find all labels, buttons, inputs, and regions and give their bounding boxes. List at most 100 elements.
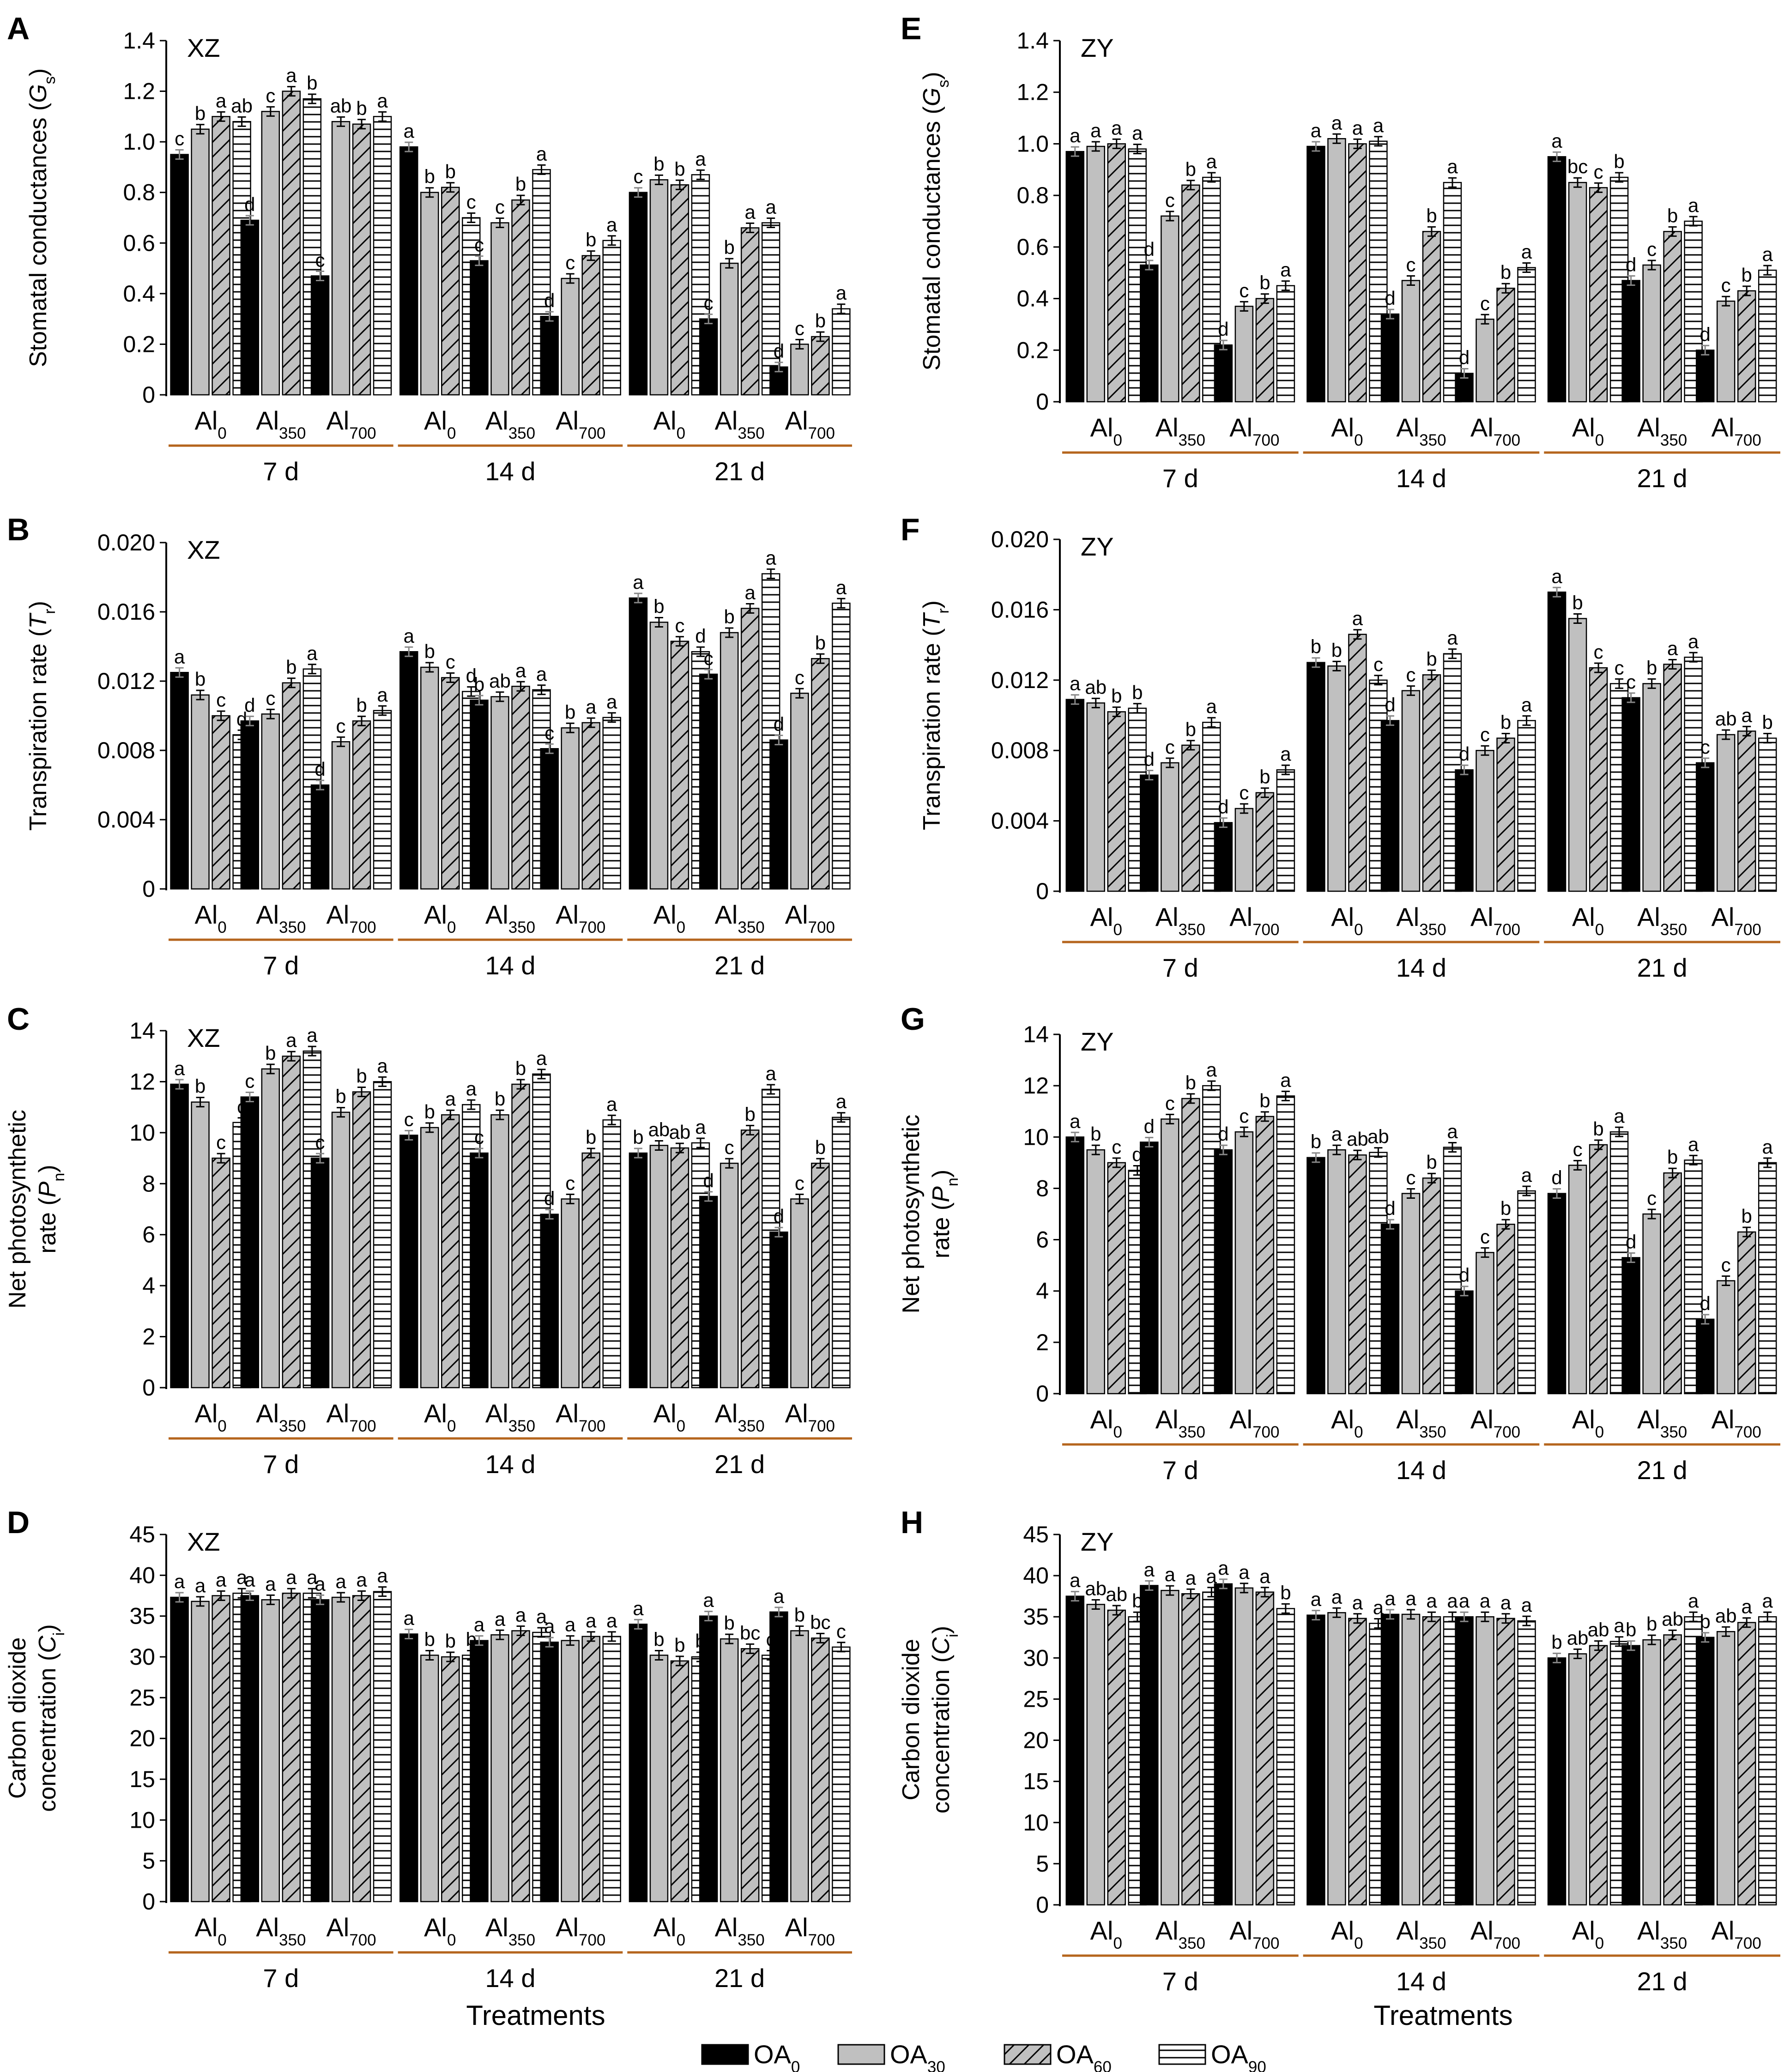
panel-letter: F xyxy=(901,512,920,547)
bar xyxy=(670,1147,689,1389)
bar xyxy=(373,1591,392,1903)
error-bar xyxy=(607,1114,616,1125)
bar xyxy=(1065,1595,1085,1906)
significance-letter: ab xyxy=(489,670,511,692)
significance-letter: c xyxy=(266,687,275,709)
significance-letter: a xyxy=(174,646,185,667)
bar xyxy=(331,741,351,890)
error-bar xyxy=(774,1607,783,1618)
error-bar xyxy=(1501,283,1510,294)
error-bar xyxy=(378,705,387,716)
error-bar xyxy=(1374,675,1383,686)
significance-letter: a xyxy=(1447,1590,1458,1612)
significance-letter: a xyxy=(244,1569,255,1591)
significance-letter: b xyxy=(515,1057,526,1079)
y-tick-label: 5 xyxy=(142,1848,155,1874)
significance-letter: b xyxy=(744,1103,755,1125)
y-tick-label: 25 xyxy=(129,1685,155,1710)
error-bar xyxy=(1186,1093,1195,1104)
error-bar xyxy=(1501,733,1510,744)
error-bar xyxy=(1722,296,1730,307)
al-level-label: Al700 xyxy=(326,406,376,442)
error-bar xyxy=(337,1107,345,1118)
error-bar xyxy=(1481,745,1489,756)
error-bar xyxy=(446,1109,455,1120)
bar xyxy=(1140,1142,1159,1395)
treatments-label-right: Treatments xyxy=(1373,2000,1512,2031)
bar xyxy=(1758,1162,1777,1395)
panel-letter: C xyxy=(7,1002,30,1037)
error-bar xyxy=(634,1148,642,1159)
error-bar xyxy=(475,695,484,706)
significance-letter: a xyxy=(536,143,547,164)
error-bar xyxy=(496,217,504,228)
bar xyxy=(1663,1172,1682,1395)
significance-letter: a xyxy=(307,642,318,664)
error-bar xyxy=(675,179,684,190)
al-level-label: Al350 xyxy=(715,406,765,442)
significance-letter: d xyxy=(1218,796,1228,817)
bar xyxy=(832,1117,851,1389)
bar xyxy=(540,1214,559,1389)
bar xyxy=(511,686,530,890)
significance-letter: a xyxy=(335,1571,346,1592)
significance-letter: b xyxy=(424,166,435,187)
al-level-label: Al700 xyxy=(326,1399,376,1435)
significance-letter: a xyxy=(1447,1121,1458,1142)
bar xyxy=(420,192,439,396)
cultivar-label: XZ xyxy=(187,33,220,62)
y-tick-label: 30 xyxy=(1023,1645,1049,1671)
bar xyxy=(1737,290,1756,403)
significance-letter: c xyxy=(1406,254,1416,275)
bar xyxy=(240,1595,260,1903)
significance-letter: ab xyxy=(1567,1627,1589,1649)
error-bar xyxy=(1594,1640,1603,1651)
error-bar xyxy=(287,1588,296,1599)
y-tick-label: 10 xyxy=(1023,1124,1049,1150)
error-bar xyxy=(1260,787,1269,798)
bar xyxy=(1695,1318,1715,1395)
bar xyxy=(1621,1645,1640,1906)
panel-E: E ZY 0 0.2 0.4 0.6 0.8 1.0 1.2 1.4 Stomatal conduc… xyxy=(901,11,1780,493)
al-level-label: Al0 xyxy=(1331,902,1363,939)
significance-letter: ab xyxy=(1106,1583,1127,1605)
error-bar xyxy=(405,1130,413,1141)
error-bar xyxy=(1312,1610,1320,1621)
significance-letter: d xyxy=(1144,238,1155,260)
bar xyxy=(1140,774,1159,892)
bar xyxy=(1306,145,1325,403)
significance-letter: a xyxy=(536,663,547,685)
significance-letter: c xyxy=(725,1136,734,1158)
error-bar xyxy=(1091,1144,1100,1155)
error-bar xyxy=(316,271,325,282)
bar xyxy=(1642,1213,1661,1395)
y-tick-label: 35 xyxy=(129,1603,155,1629)
error-bar xyxy=(1332,1144,1341,1155)
al-level-label: Al350 xyxy=(1396,1405,1446,1441)
error-bar xyxy=(1763,265,1772,276)
significance-letter: c xyxy=(704,647,714,669)
significance-letter: a xyxy=(703,1589,714,1611)
significance-letter: c xyxy=(1647,238,1657,260)
significance-letter: a xyxy=(1070,1110,1081,1132)
day-label: 14 d xyxy=(1396,953,1446,982)
error-bar xyxy=(245,715,254,726)
significance-letter: ab xyxy=(1367,1126,1389,1148)
error-bar xyxy=(587,1631,595,1642)
significance-letter: c xyxy=(446,651,455,673)
bar xyxy=(1476,749,1494,892)
error-bar xyxy=(1722,1626,1730,1637)
significance-letter: a xyxy=(1132,122,1143,144)
day-label: 21 d xyxy=(714,1963,765,1993)
bar xyxy=(670,640,689,890)
bar xyxy=(1621,697,1640,892)
significance-letter: b xyxy=(653,1628,664,1650)
bar xyxy=(811,1162,830,1389)
y-tick-label: 0 xyxy=(142,382,155,408)
bar xyxy=(811,658,830,890)
significance-letter: b xyxy=(653,153,664,175)
significance-letter: b xyxy=(1132,682,1143,703)
y-tick-label: 25 xyxy=(1023,1686,1049,1712)
error-bar xyxy=(1594,1139,1603,1150)
significance-letter: c xyxy=(1239,782,1249,803)
